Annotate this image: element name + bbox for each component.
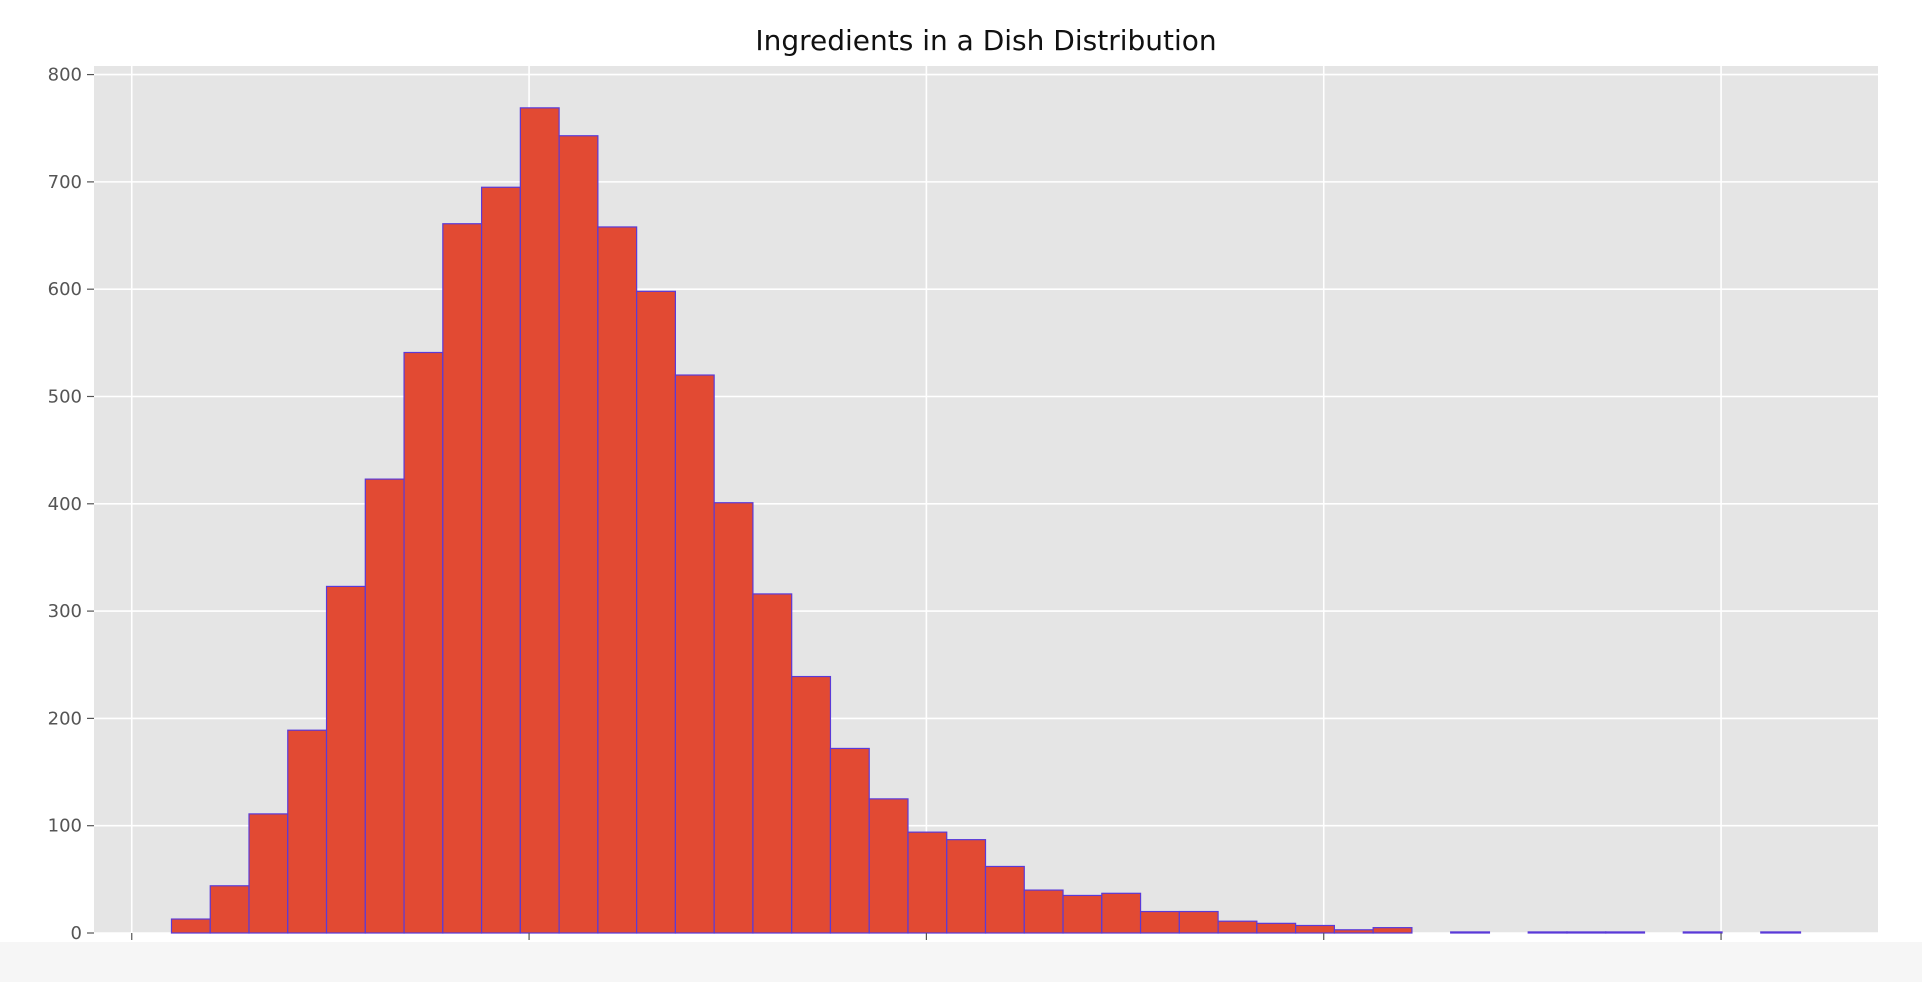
histogram-bar [868, 798, 909, 934]
histogram-bar [1256, 922, 1297, 934]
histogram-bar [1760, 931, 1802, 934]
histogram-bars [170, 107, 1802, 934]
y-tick-label: 200 [48, 708, 82, 729]
chart-title: Ingredients in a Dish Distribution [755, 24, 1216, 57]
histogram-bar [1023, 889, 1064, 934]
histogram-bar [674, 374, 715, 934]
histogram-bar [1372, 927, 1413, 934]
histogram-bar [1217, 920, 1258, 934]
histogram-bar [1178, 910, 1219, 934]
histogram-bar [1295, 924, 1335, 934]
histogram-bar [325, 585, 366, 934]
y-tick-label: 0 [71, 923, 82, 942]
y-tick-label: 400 [48, 494, 82, 515]
histogram-bar [558, 135, 599, 934]
x-axis-ticks: 010203040 [131, 933, 1722, 940]
histogram-chart: Ingredients in a Dish Distribution 0 100 2… [48, 24, 1878, 942]
histogram-bar [946, 839, 987, 934]
y-tick-label: 600 [48, 279, 82, 300]
y-tick-label: 700 [48, 172, 82, 193]
histogram-bar [170, 918, 211, 934]
histogram-bar [1139, 910, 1180, 934]
histogram-bar [442, 223, 483, 934]
histogram-bar [1062, 894, 1103, 934]
histogram-bar [597, 226, 638, 934]
y-tick-label: 100 [48, 816, 82, 837]
histogram-bar [1450, 931, 1491, 934]
histogram-bar [403, 351, 444, 934]
histogram-bar [1333, 929, 1374, 934]
histogram-bar [480, 186, 521, 934]
y-tick-label: 800 [48, 65, 82, 86]
histogram-bar [287, 729, 328, 934]
histogram-bar [984, 865, 1025, 934]
y-axis-ticks: 0 100 200 300 400 500 600 700 800 [48, 65, 94, 942]
histogram-bar [1605, 931, 1646, 934]
histogram-bar [907, 831, 948, 934]
histogram-bar [636, 290, 677, 934]
histogram-bar [752, 593, 793, 934]
histogram-bar [791, 675, 832, 934]
histogram-bar [1527, 931, 1568, 934]
histogram-bar [829, 747, 870, 934]
histogram-bar [209, 885, 250, 934]
y-tick-label: 300 [48, 601, 82, 622]
histogram-bar [1566, 931, 1607, 934]
histogram-bar [248, 813, 289, 934]
histogram-bar [1101, 892, 1142, 934]
histogram-bar [1682, 931, 1723, 934]
histogram-bar [713, 502, 754, 934]
histogram-bar [364, 478, 405, 934]
y-tick-label: 500 [48, 386, 82, 407]
bottom-strip [0, 942, 1922, 982]
histogram-bar [519, 107, 560, 934]
